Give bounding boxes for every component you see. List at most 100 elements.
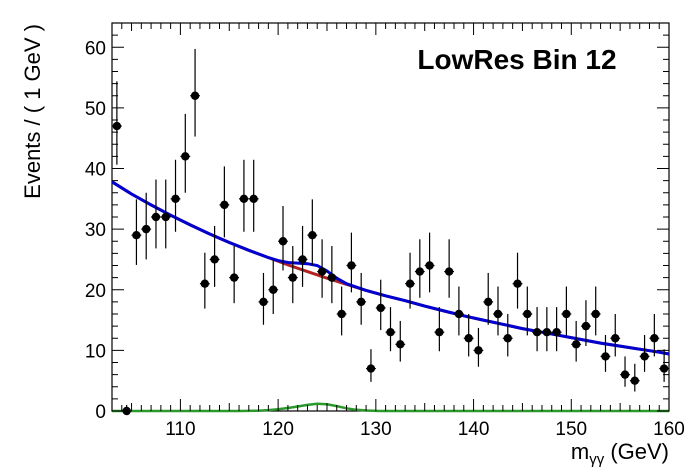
- x-tick-label: 110: [165, 419, 195, 440]
- data-marker: [376, 303, 385, 313]
- data-marker: [630, 376, 639, 385]
- data-marker: [347, 261, 356, 270]
- data-marker: [122, 406, 131, 416]
- data-marker: [435, 327, 444, 337]
- data-point: [444, 239, 455, 298]
- data-point: [385, 307, 396, 352]
- data-point: [160, 179, 171, 249]
- data-marker: [171, 194, 180, 204]
- y-axis-ticks: 0 10 20 30 40 50 60: [85, 22, 669, 423]
- data-marker: [181, 152, 190, 161]
- data-point: [248, 159, 259, 232]
- data-marker: [308, 230, 317, 240]
- data-point: [121, 404, 132, 416]
- data-marker: [269, 285, 278, 294]
- data-marker: [444, 267, 454, 276]
- data-marker: [132, 230, 141, 240]
- data-point: [424, 232, 435, 293]
- data-marker: [356, 297, 366, 307]
- y-tick-label: 40: [85, 160, 106, 181]
- data-point: [356, 272, 367, 325]
- data-marker: [229, 273, 239, 282]
- data-point: [463, 314, 474, 357]
- data-point: [639, 334, 650, 372]
- data-point: [541, 307, 552, 352]
- data-point: [434, 307, 445, 352]
- data-marker: [161, 212, 170, 222]
- data-point: [600, 334, 611, 372]
- data-marker: [366, 364, 376, 373]
- data-point: [336, 286, 347, 336]
- data-point: [649, 314, 660, 357]
- data-points: [112, 48, 669, 416]
- data-point: [414, 239, 425, 298]
- data-marker: [415, 267, 425, 276]
- data-point: [131, 199, 142, 265]
- data-point: [170, 159, 181, 232]
- x-tick-label: 160: [653, 419, 685, 440]
- data-marker: [611, 334, 620, 343]
- data-marker: [532, 327, 542, 337]
- data-point: [512, 252, 523, 309]
- data-point: [141, 192, 152, 260]
- data-point: [151, 179, 161, 249]
- data-point: [405, 252, 415, 309]
- data-marker: [542, 327, 552, 337]
- data-point: [629, 363, 640, 392]
- data-point: [454, 286, 464, 336]
- data-point: [297, 225, 308, 287]
- data-marker: [464, 334, 473, 343]
- data-marker: [112, 121, 122, 131]
- data-point: [561, 286, 572, 336]
- data-marker: [239, 194, 249, 204]
- data-point: [375, 279, 386, 331]
- data-point: [522, 286, 533, 336]
- data-point: [112, 81, 122, 165]
- chart-title: LowRes Bin 12: [417, 44, 616, 75]
- data-marker: [337, 309, 346, 319]
- data-point: [659, 349, 669, 382]
- data-point: [346, 232, 357, 293]
- x-tick-label: 130: [360, 419, 392, 440]
- data-marker: [581, 321, 591, 331]
- x-tick-label: 140: [458, 419, 490, 440]
- data-marker: [317, 267, 327, 276]
- data-point: [229, 245, 240, 304]
- y-axis-label: Events / ( 1 GeV ): [20, 24, 45, 199]
- data-point: [239, 159, 249, 232]
- data-marker: [523, 309, 532, 319]
- data-point: [190, 48, 200, 137]
- data-marker: [259, 297, 268, 307]
- data-point: [258, 272, 269, 325]
- data-marker: [288, 273, 297, 282]
- data-marker: [591, 309, 600, 319]
- data-point: [278, 205, 288, 271]
- data-marker: [562, 309, 571, 319]
- data-point: [620, 356, 630, 387]
- data-marker: [513, 279, 522, 288]
- data-marker: [249, 194, 258, 204]
- x-axis-label-main: m: [571, 439, 589, 464]
- data-point: [326, 245, 337, 304]
- data-point: [590, 286, 601, 336]
- data-point: [610, 314, 621, 357]
- y-tick-label: 0: [95, 402, 106, 423]
- data-marker: [571, 340, 581, 349]
- data-marker: [327, 273, 337, 282]
- data-marker: [425, 261, 434, 270]
- data-point: [209, 225, 220, 287]
- fit-curves: [111, 180, 670, 413]
- data-point: [483, 272, 494, 325]
- y-tick-label: 50: [85, 99, 106, 120]
- data-point: [551, 307, 562, 352]
- y-tick-label: 10: [85, 341, 106, 362]
- data-point: [199, 252, 210, 309]
- data-point: [287, 245, 298, 304]
- data-marker: [386, 327, 395, 337]
- data-marker: [396, 340, 405, 349]
- data-marker: [552, 327, 561, 337]
- y-tick-label: 60: [85, 38, 106, 59]
- data-marker: [200, 279, 210, 288]
- data-marker: [640, 352, 649, 361]
